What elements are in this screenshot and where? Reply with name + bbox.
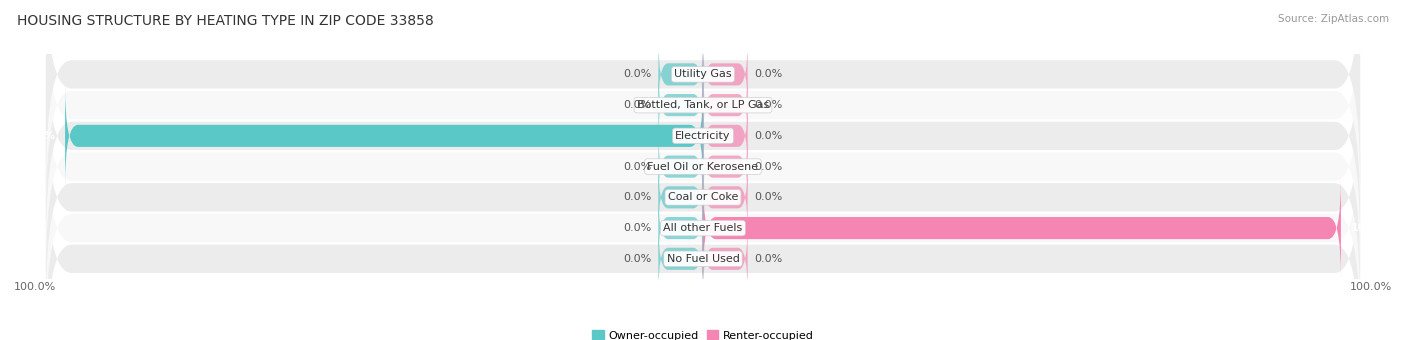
FancyBboxPatch shape (46, 150, 1360, 340)
Text: HOUSING STRUCTURE BY HEATING TYPE IN ZIP CODE 33858: HOUSING STRUCTURE BY HEATING TYPE IN ZIP… (17, 14, 433, 28)
FancyBboxPatch shape (46, 27, 1360, 245)
Text: Electricity: Electricity (675, 131, 731, 141)
FancyBboxPatch shape (658, 193, 703, 263)
FancyBboxPatch shape (703, 39, 748, 109)
FancyBboxPatch shape (46, 0, 1360, 214)
FancyBboxPatch shape (46, 119, 1360, 337)
Text: Coal or Coke: Coal or Coke (668, 192, 738, 202)
Text: 0.0%: 0.0% (624, 223, 652, 233)
FancyBboxPatch shape (65, 85, 703, 186)
FancyBboxPatch shape (658, 224, 703, 294)
FancyBboxPatch shape (46, 88, 1360, 306)
Text: 0.0%: 0.0% (754, 254, 782, 264)
Text: Utility Gas: Utility Gas (675, 69, 731, 79)
FancyBboxPatch shape (46, 58, 1360, 275)
FancyBboxPatch shape (703, 101, 748, 171)
Text: 0.0%: 0.0% (754, 192, 782, 202)
Text: Bottled, Tank, or LP Gas: Bottled, Tank, or LP Gas (637, 100, 769, 110)
Text: 0.0%: 0.0% (624, 192, 652, 202)
Text: 0.0%: 0.0% (624, 162, 652, 172)
FancyBboxPatch shape (46, 0, 1360, 183)
Text: 0.0%: 0.0% (754, 131, 782, 141)
FancyBboxPatch shape (658, 132, 703, 202)
FancyBboxPatch shape (658, 39, 703, 109)
FancyBboxPatch shape (703, 162, 748, 232)
FancyBboxPatch shape (658, 70, 703, 140)
Text: 0.0%: 0.0% (754, 162, 782, 172)
Text: 100.0%: 100.0% (14, 282, 56, 292)
Text: 0.0%: 0.0% (624, 254, 652, 264)
Text: No Fuel Used: No Fuel Used (666, 254, 740, 264)
Text: Source: ZipAtlas.com: Source: ZipAtlas.com (1278, 14, 1389, 23)
FancyBboxPatch shape (658, 162, 703, 232)
FancyBboxPatch shape (703, 70, 748, 140)
Text: 0.0%: 0.0% (624, 100, 652, 110)
Text: All other Fuels: All other Fuels (664, 223, 742, 233)
Text: 0.0%: 0.0% (754, 69, 782, 79)
Text: 0.0%: 0.0% (754, 100, 782, 110)
FancyBboxPatch shape (703, 178, 1341, 278)
Text: 100.0%: 100.0% (1350, 282, 1392, 292)
Text: 100.0%: 100.0% (1351, 223, 1396, 233)
Text: 0.0%: 0.0% (624, 69, 652, 79)
FancyBboxPatch shape (703, 132, 748, 202)
Text: Fuel Oil or Kerosene: Fuel Oil or Kerosene (647, 162, 759, 172)
FancyBboxPatch shape (703, 224, 748, 294)
Legend: Owner-occupied, Renter-occupied: Owner-occupied, Renter-occupied (592, 330, 814, 340)
Text: 100.0%: 100.0% (10, 131, 55, 141)
